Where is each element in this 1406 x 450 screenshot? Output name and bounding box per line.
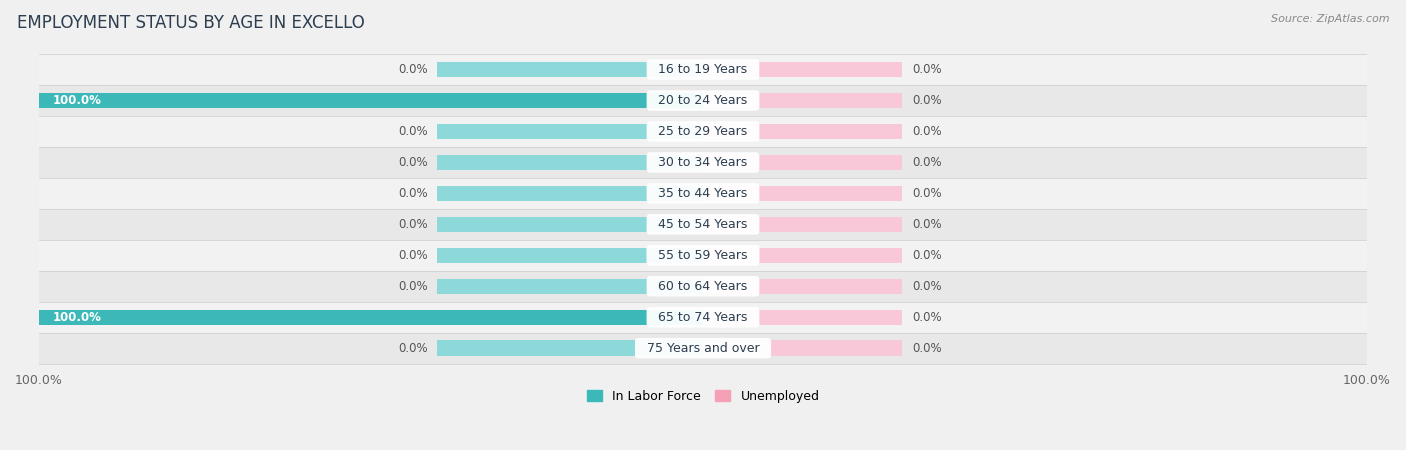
Bar <box>39 178 1367 209</box>
Text: 0.0%: 0.0% <box>398 125 427 138</box>
Text: 0.0%: 0.0% <box>912 125 942 138</box>
Bar <box>39 85 1367 116</box>
Bar <box>437 124 703 139</box>
Text: 100.0%: 100.0% <box>52 311 101 324</box>
Text: 25 to 29 Years: 25 to 29 Years <box>651 125 755 138</box>
Bar <box>703 155 903 170</box>
Bar <box>39 209 1367 240</box>
Bar <box>703 62 903 77</box>
Text: 0.0%: 0.0% <box>912 187 942 200</box>
Bar <box>437 93 703 108</box>
Text: 0.0%: 0.0% <box>398 249 427 262</box>
Bar <box>39 302 1367 333</box>
Text: 0.0%: 0.0% <box>912 94 942 107</box>
Bar <box>437 62 703 77</box>
Bar <box>703 248 903 263</box>
Text: 0.0%: 0.0% <box>398 187 427 200</box>
Bar <box>437 310 703 325</box>
Bar <box>703 124 903 139</box>
Bar <box>437 248 703 263</box>
Text: 16 to 19 Years: 16 to 19 Years <box>651 63 755 76</box>
Bar <box>703 216 903 232</box>
Text: 60 to 64 Years: 60 to 64 Years <box>651 280 755 293</box>
Text: 0.0%: 0.0% <box>912 218 942 231</box>
Bar <box>437 341 703 356</box>
Text: 0.0%: 0.0% <box>912 156 942 169</box>
Bar <box>703 341 903 356</box>
Text: 65 to 74 Years: 65 to 74 Years <box>651 311 755 324</box>
Bar <box>39 147 1367 178</box>
Bar <box>437 186 703 201</box>
Text: 0.0%: 0.0% <box>912 63 942 76</box>
Text: 0.0%: 0.0% <box>398 218 427 231</box>
Bar <box>703 186 903 201</box>
Bar <box>39 54 1367 85</box>
Text: 0.0%: 0.0% <box>912 249 942 262</box>
Text: 0.0%: 0.0% <box>398 342 427 355</box>
Text: Source: ZipAtlas.com: Source: ZipAtlas.com <box>1271 14 1389 23</box>
Bar <box>437 216 703 232</box>
Text: 55 to 59 Years: 55 to 59 Years <box>650 249 756 262</box>
Bar <box>703 310 903 325</box>
Text: 20 to 24 Years: 20 to 24 Years <box>651 94 755 107</box>
Bar <box>39 93 703 108</box>
Text: 45 to 54 Years: 45 to 54 Years <box>651 218 755 231</box>
Legend: In Labor Force, Unemployed: In Labor Force, Unemployed <box>582 385 824 408</box>
Bar <box>703 93 903 108</box>
Bar <box>437 279 703 294</box>
Bar <box>39 240 1367 271</box>
Bar <box>39 333 1367 364</box>
Text: 35 to 44 Years: 35 to 44 Years <box>651 187 755 200</box>
Text: EMPLOYMENT STATUS BY AGE IN EXCELLO: EMPLOYMENT STATUS BY AGE IN EXCELLO <box>17 14 364 32</box>
Text: 0.0%: 0.0% <box>398 63 427 76</box>
Text: 75 Years and over: 75 Years and over <box>638 342 768 355</box>
Text: 0.0%: 0.0% <box>398 156 427 169</box>
Bar <box>437 155 703 170</box>
Text: 0.0%: 0.0% <box>912 342 942 355</box>
Text: 30 to 34 Years: 30 to 34 Years <box>651 156 755 169</box>
Text: 0.0%: 0.0% <box>912 311 942 324</box>
Text: 0.0%: 0.0% <box>398 280 427 293</box>
Bar <box>39 116 1367 147</box>
Bar <box>39 310 703 325</box>
Text: 100.0%: 100.0% <box>52 94 101 107</box>
Bar <box>703 279 903 294</box>
Bar <box>39 271 1367 302</box>
Text: 0.0%: 0.0% <box>912 280 942 293</box>
